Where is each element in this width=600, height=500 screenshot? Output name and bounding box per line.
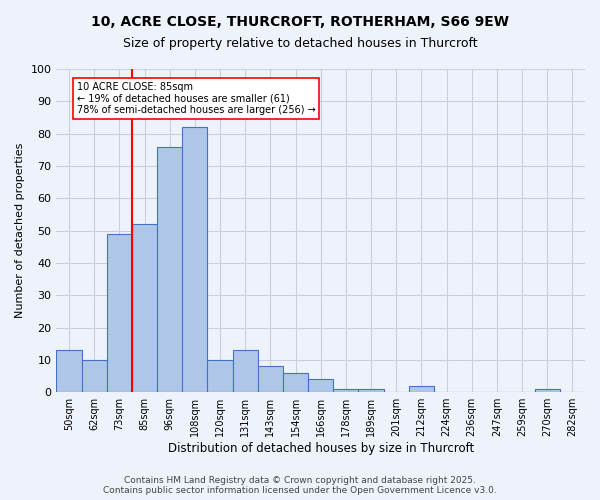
Bar: [182, 127, 208, 392]
Bar: [208, 360, 233, 392]
X-axis label: Distribution of detached houses by size in Thurcroft: Distribution of detached houses by size …: [167, 442, 474, 455]
Bar: [308, 380, 333, 392]
Bar: [132, 224, 157, 392]
Bar: [535, 389, 560, 392]
Bar: [358, 389, 383, 392]
Bar: [333, 389, 358, 392]
Bar: [56, 350, 82, 392]
Text: Size of property relative to detached houses in Thurcroft: Size of property relative to detached ho…: [122, 38, 478, 51]
Bar: [107, 234, 132, 392]
Bar: [258, 366, 283, 392]
Text: Contains HM Land Registry data © Crown copyright and database right 2025.
Contai: Contains HM Land Registry data © Crown c…: [103, 476, 497, 495]
Y-axis label: Number of detached properties: Number of detached properties: [15, 143, 25, 318]
Text: 10, ACRE CLOSE, THURCROFT, ROTHERHAM, S66 9EW: 10, ACRE CLOSE, THURCROFT, ROTHERHAM, S6…: [91, 15, 509, 29]
Bar: [409, 386, 434, 392]
Text: 10 ACRE CLOSE: 85sqm
← 19% of detached houses are smaller (61)
78% of semi-detac: 10 ACRE CLOSE: 85sqm ← 19% of detached h…: [77, 82, 316, 115]
Bar: [233, 350, 258, 392]
Bar: [157, 146, 182, 392]
Bar: [283, 373, 308, 392]
Bar: [82, 360, 107, 392]
